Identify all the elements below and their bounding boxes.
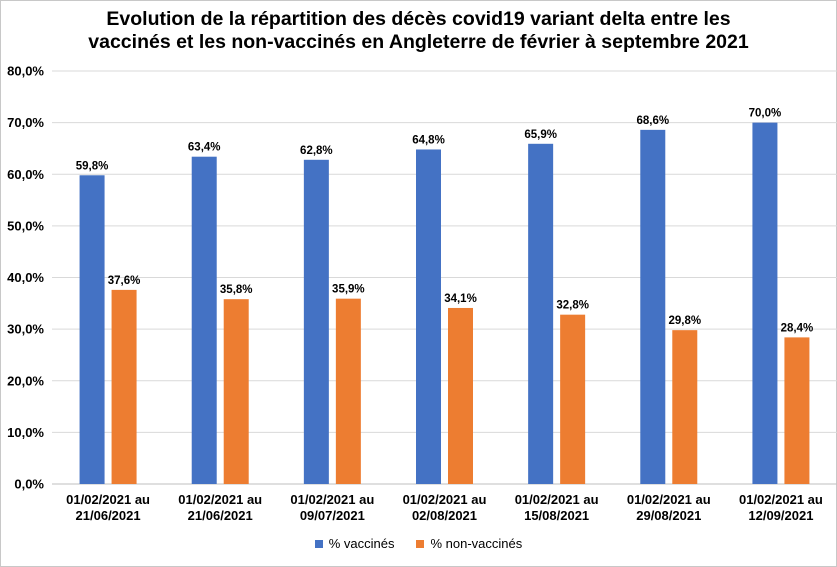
y-tick-label: 30,0% [7, 322, 44, 337]
x-tick-label: 29/08/2021 [636, 508, 701, 523]
data-label: 62,8% [300, 145, 333, 157]
legend-swatch-non-vaccines [416, 539, 425, 548]
x-tick-label: 01/02/2021 au [627, 492, 711, 507]
legend-label-non-vaccines: % non-vaccinés [430, 536, 523, 551]
x-tick-label: 01/02/2021 au [515, 492, 599, 507]
x-tick-label: 02/08/2021 [412, 508, 477, 523]
data-label: 70,0% [749, 108, 782, 120]
bar-non-vaccines [784, 337, 810, 484]
y-tick-label: 60,0% [7, 167, 44, 182]
bar-vaccines [416, 149, 441, 484]
data-label: 64,8% [412, 134, 445, 146]
chart-title-line-2: vaccinés et les non-vaccinés en Angleter… [88, 31, 749, 53]
bar-non-vaccines [672, 330, 698, 484]
bar-non-vaccines [448, 307, 473, 484]
bar-vaccines [79, 175, 105, 484]
x-tick-label: 21/06/2021 [76, 508, 141, 523]
data-label: 59,8% [76, 160, 109, 172]
legend-swatch-vaccines [314, 539, 323, 548]
data-label: 68,6% [636, 115, 669, 127]
data-label: 28,4% [781, 322, 814, 334]
bar-vaccines [191, 156, 217, 484]
x-tick-label: 01/02/2021 au [66, 492, 150, 507]
data-label: 63,4% [188, 142, 221, 154]
x-tick-label: 01/02/2021 au [739, 492, 823, 507]
legend-label-vaccines: % vaccinés [328, 536, 395, 551]
bar-non-vaccines [223, 299, 249, 484]
x-tick-label: 12/09/2021 [748, 508, 813, 523]
x-tick-label: 01/02/2021 au [178, 492, 262, 507]
bar-non-vaccines [111, 289, 137, 484]
y-tick-label: 80,0% [7, 64, 44, 79]
y-tick-label: 70,0% [7, 115, 44, 130]
y-tick-label: 20,0% [7, 373, 44, 388]
legend-item-non-vaccines: % non-vaccinés [416, 536, 522, 551]
chart-legend: % vaccinés % non-vaccinés [0, 536, 837, 551]
x-tick-label: 01/02/2021 au [403, 492, 487, 507]
legend-item-vaccines: % vaccinés [314, 536, 395, 551]
bar-vaccines [528, 143, 554, 484]
y-tick-label: 10,0% [7, 425, 44, 440]
y-tick-label: 0,0% [14, 477, 44, 492]
data-label: 35,8% [220, 284, 253, 296]
x-tick-label: 01/02/2021 au [290, 492, 374, 507]
data-label: 32,8% [556, 300, 589, 312]
bar-non-vaccines [560, 314, 586, 484]
bar-non-vaccines [335, 298, 361, 484]
data-label: 29,8% [668, 315, 701, 327]
data-label: 65,9% [524, 129, 557, 141]
bar-vaccines [303, 159, 329, 485]
bar-vaccines [640, 129, 666, 485]
data-label: 37,6% [108, 275, 141, 287]
x-tick-label: 09/07/2021 [300, 508, 365, 523]
y-tick-label: 50,0% [7, 218, 44, 233]
x-tick-label: 21/06/2021 [188, 508, 253, 523]
data-label: 35,9% [332, 284, 365, 296]
chart-title-line-1: Evolution de la répartition des décès co… [106, 8, 731, 30]
y-tick-label: 40,0% [7, 270, 44, 285]
x-tick-label: 15/08/2021 [524, 508, 589, 523]
chart-title: Evolution de la répartition des décès co… [0, 8, 837, 54]
bar-vaccines [752, 122, 778, 484]
data-label: 34,1% [444, 293, 477, 305]
